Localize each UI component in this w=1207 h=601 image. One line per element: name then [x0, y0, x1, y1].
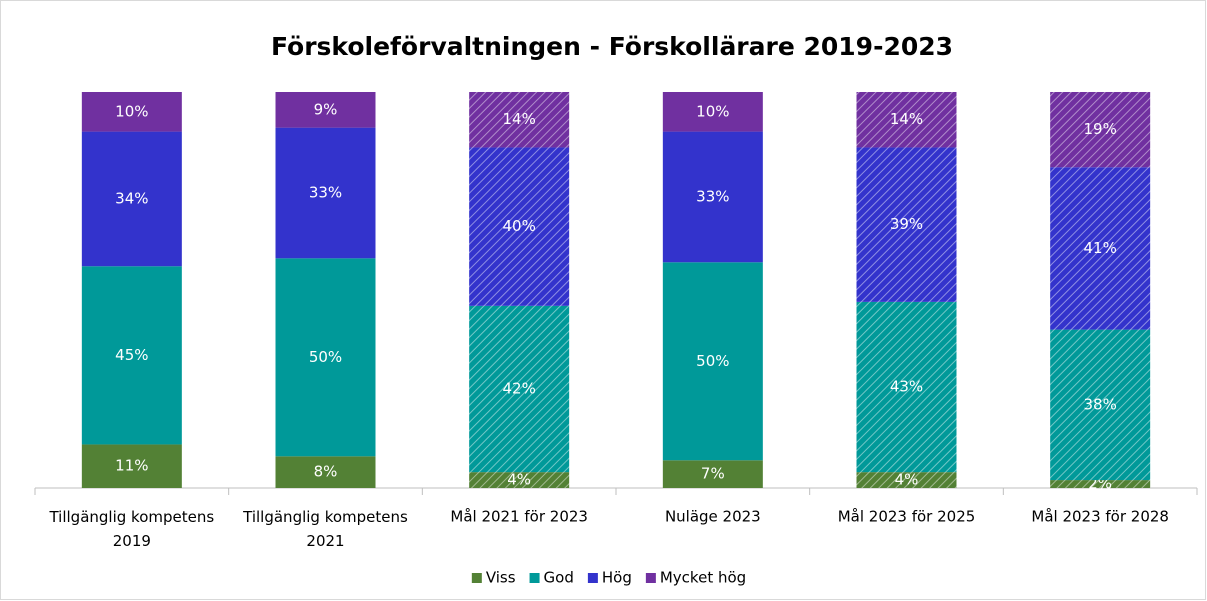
bar-segment [1050, 92, 1151, 168]
bar-segment [81, 92, 182, 132]
bar-segment [275, 258, 376, 457]
bar-segment [275, 127, 376, 259]
value-label: 14% [502, 110, 535, 128]
x-tick-label: Mål 2023 för 2028 [1031, 508, 1169, 526]
value-label: 33% [696, 187, 729, 205]
bar-segment [662, 92, 763, 132]
bar-segment [469, 472, 570, 488]
legend-item: God [529, 569, 574, 587]
value-label: 10% [115, 102, 148, 120]
value-label: 41% [1083, 239, 1116, 257]
bar-segment [856, 301, 957, 473]
value-label: 50% [309, 348, 342, 366]
value-label: 11% [115, 457, 148, 475]
value-label: 9% [314, 100, 338, 118]
bar-segment [856, 147, 957, 302]
value-label: 10% [696, 102, 729, 120]
value-label: 34% [115, 189, 148, 207]
value-label: 38% [1083, 395, 1116, 413]
bar-segment [662, 460, 763, 488]
value-label: 39% [890, 215, 923, 233]
x-tick-label: Mål 2023 för 2025 [838, 508, 976, 526]
legend-label: Viss [486, 569, 516, 587]
bar-segment [275, 456, 376, 488]
x-tick-label: Nuläge 2023 [665, 508, 761, 526]
value-label: 7% [701, 465, 725, 483]
value-label: 4% [895, 471, 919, 489]
value-label: 43% [890, 378, 923, 396]
bar-segment [469, 92, 570, 148]
bar-segment [469, 305, 570, 473]
bar-segment [275, 92, 376, 128]
bar-segment [1050, 167, 1151, 330]
bar-segment [81, 266, 182, 445]
value-label: 19% [1083, 120, 1116, 138]
legend-item: Viss [471, 569, 516, 587]
chart-title: Förskoleförvaltningen - Förskollärare 20… [271, 32, 953, 61]
legend-swatch [587, 573, 598, 583]
legend-swatch [471, 573, 482, 583]
bar-segment [1050, 480, 1151, 488]
legend-item: Hög [587, 569, 632, 587]
legend-swatch [645, 573, 656, 583]
value-label: 4% [507, 471, 531, 489]
value-label: 42% [502, 380, 535, 398]
bar-segment [662, 262, 763, 461]
legend-swatch [529, 573, 540, 583]
value-label: 8% [314, 463, 338, 481]
legend-item: Mycket hög [645, 569, 746, 587]
x-tick-label: Tillgänglig kompetens 2019 [48, 508, 214, 550]
bar-segment [662, 131, 763, 263]
bar-segment [81, 131, 182, 267]
value-label: 50% [696, 352, 729, 370]
value-label: 45% [115, 346, 148, 364]
value-label: 33% [309, 183, 342, 201]
bar-segment [81, 444, 182, 488]
x-tick-label: Mål 2021 för 2023 [450, 508, 588, 526]
bar-segment [856, 92, 957, 148]
legend-label: God [544, 569, 574, 587]
x-tick-label: Tillgänglig kompetens 2021 [242, 508, 408, 550]
bar-segment [856, 472, 957, 488]
legend-label: Hög [602, 569, 632, 587]
legend-label: Mycket hög [660, 569, 746, 587]
bar-segment [469, 147, 570, 306]
value-label: 14% [890, 110, 923, 128]
bar-segment [1050, 329, 1151, 481]
value-label: 40% [502, 217, 535, 235]
